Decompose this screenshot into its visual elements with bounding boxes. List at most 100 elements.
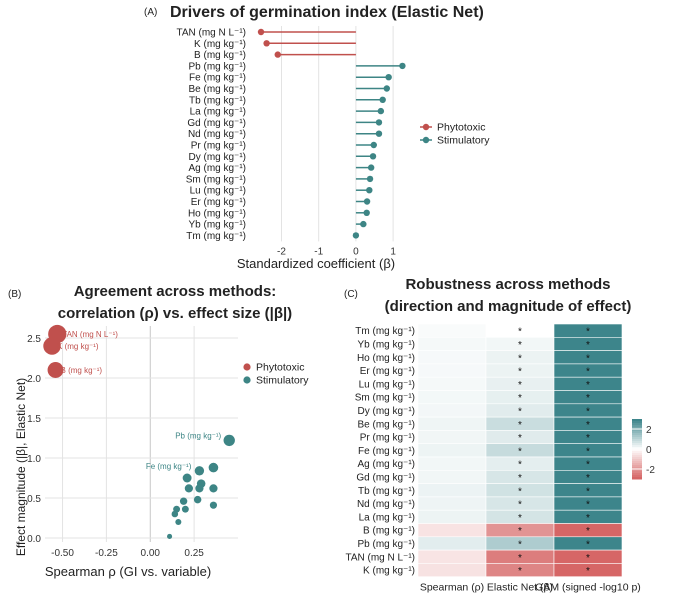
column-label: GAM (signed -log10 p) [535,582,641,593]
point-label: Fe (mg kg⁻¹) [146,462,192,471]
lollipop-point [257,28,265,36]
scatter-point [209,484,218,493]
y-tick-label: Ho (mg kg⁻¹) [188,208,246,219]
row-label: Lu (mg kg⁻¹) [359,379,415,390]
heatmap-cell [417,523,487,538]
scatter-point [43,337,61,355]
row-label: Be (mg kg⁻¹) [357,419,415,430]
scatter-point [179,497,188,505]
significance-marker: * [586,340,590,351]
row-label: B (mg kg⁻¹) [363,526,415,537]
x-tick-label: -1 [314,246,323,257]
heatmap-cell [417,496,487,511]
row-label: Er (mg kg⁻¹) [360,366,415,377]
heatmap-cell [417,403,487,418]
legend-key-point [243,376,251,384]
colorbar-segment [632,437,642,440]
significance-marker: * [518,539,522,550]
colorbar-tick-label: -2 [646,465,655,476]
y-tick-label: 1.0 [27,454,41,465]
significance-marker: * [586,433,590,444]
y-tick-label: 2.5 [27,334,41,345]
x-tick-label: -0.25 [95,548,118,559]
row-label: Ag (mg kg⁻¹) [357,459,415,470]
lollipop-point [377,107,385,115]
row-label: Fe (mg kg⁻¹) [358,446,415,457]
colorbar-segment [632,463,642,466]
panel-b-tag: (B) [8,289,21,300]
row-label: Sm (mg kg⁻¹) [355,393,415,404]
heatmap-cell [417,443,487,458]
colorbar-segment [632,443,642,446]
lollipop-point [363,209,370,216]
y-tick-label: Be (mg kg⁻¹) [188,84,246,95]
heatmap-cell [417,390,487,405]
lollipop-point [366,175,374,183]
lollipop-point [375,130,383,137]
significance-marker: * [518,380,522,391]
colorbar-segment [632,419,642,422]
y-tick-label: 2.0 [27,374,41,385]
significance-marker: * [518,460,522,471]
colorbar-segment [632,439,642,442]
significance-marker: * [586,566,590,577]
y-tick-label: Pb (mg kg⁻¹) [188,61,246,72]
point-label: K (mg kg⁻¹) [57,342,99,351]
significance-marker: * [586,473,590,484]
colorbar-segment [632,431,642,434]
colorbar-segment [632,467,642,470]
y-tick-label: Lu (mg kg⁻¹) [190,186,246,197]
significance-marker: * [586,553,590,564]
scatter-point [181,505,189,513]
point-label: B (mg kg⁻¹) [61,366,103,375]
significance-marker: * [518,353,522,364]
colorbar-segment [632,427,642,430]
x-tick-label: -2 [277,246,286,257]
legend-key-point [422,123,430,131]
significance-marker: * [586,367,590,378]
scatter-point [171,510,179,518]
panel-a-title: Drivers of germination index (Elastic Ne… [170,4,484,21]
colorbar-segment [632,425,642,428]
y-tick-label: 0.5 [27,494,41,505]
panel-b-scatter-chart: (B) Agreement across methods: correlatio… [8,283,309,579]
y-tick-label: K (mg kg⁻¹) [194,39,246,50]
y-tick-label: B (mg kg⁻¹) [194,50,246,61]
significance-marker: * [518,406,522,417]
significance-marker: * [586,406,590,417]
significance-marker: * [518,420,522,431]
significance-marker: * [518,566,522,577]
y-tick-label: Tm (mg kg⁻¹) [186,231,246,242]
colorbar-segment [632,429,642,432]
row-label: TAN (mg N L⁻¹) [345,552,415,563]
colorbar-segment [632,473,642,476]
legend-key-point [422,136,430,144]
row-label: Pb (mg kg⁻¹) [357,539,415,550]
row-label: Yb (mg kg⁻¹) [357,339,415,350]
y-tick-label: Pr (mg kg⁻¹) [191,141,246,152]
significance-marker: * [586,500,590,511]
y-tick-label: 0.0 [27,534,41,545]
lollipop-point [375,119,383,126]
y-tick-label: TAN (mg N L⁻¹) [176,28,246,39]
y-tick-label: Nd (mg kg⁻¹) [188,129,246,140]
significance-marker: * [586,486,590,497]
lollipop-point [383,85,390,92]
lollipop-point [369,153,377,160]
lollipop-point [363,198,371,205]
heatmap-cell [417,323,487,338]
point-label: TAN (mg N L⁻¹) [62,330,118,339]
colorbar-segment [632,455,642,458]
scatter-point [195,484,204,493]
heatmap-cell [417,483,487,498]
scatter-point [193,495,202,504]
scatter-point [209,501,218,509]
legend-label: Stimulatory [256,375,309,387]
significance-marker: * [518,486,522,497]
significance-marker: * [518,340,522,351]
y-tick-label: Gd (mg kg⁻¹) [187,118,246,129]
scatter-point [175,518,182,526]
significance-marker: * [518,393,522,404]
y-tick-label: Tb (mg kg⁻¹) [189,95,246,106]
colorbar-segment [632,445,642,448]
